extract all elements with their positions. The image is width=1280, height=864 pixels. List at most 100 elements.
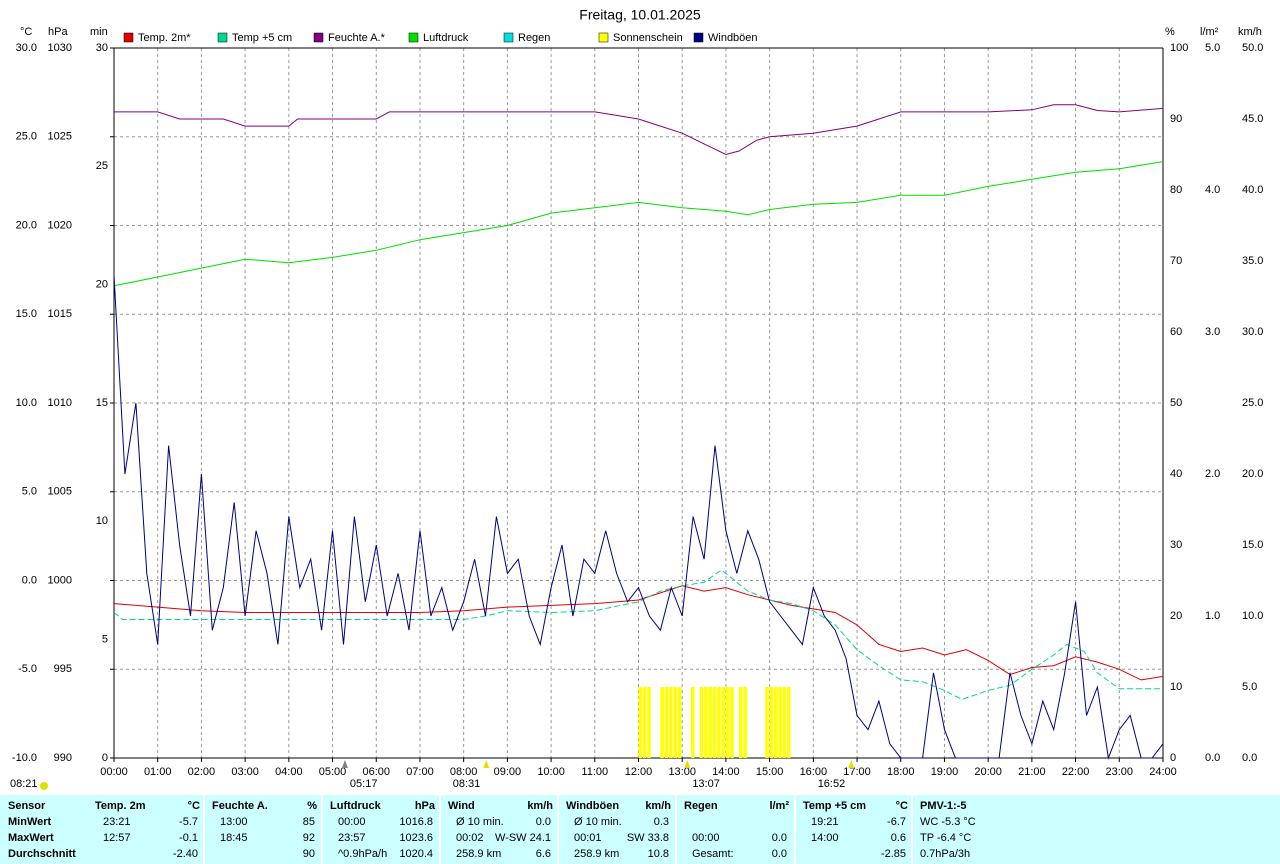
y-tick-label: 50.0: [1242, 42, 1263, 54]
stats-row-label: MaxWert: [8, 832, 54, 844]
x-tick-label: 22:00: [1062, 766, 1090, 778]
stats-cell: 1020.4: [399, 848, 433, 860]
y-tick-label: 995: [54, 663, 72, 675]
stats-cell: -0.1: [179, 832, 198, 844]
sunshine-bar: [721, 687, 726, 758]
y-tick-label: 5.0: [1205, 42, 1220, 54]
y-tick-label: -10.0: [12, 752, 37, 764]
x-tick-label: 17:00: [843, 766, 871, 778]
sunshine-bar: [642, 687, 647, 758]
sunshine-bar: [773, 687, 778, 758]
sunshine-bar: [704, 687, 708, 758]
stats-cell: 00:01: [574, 832, 602, 844]
stats-col-name: Feuchte A.: [212, 800, 268, 812]
stats-cell: 258.9 km: [574, 848, 619, 860]
stats-row-label: Durchschnitt: [8, 848, 76, 860]
x-tick-label: 03:00: [231, 766, 259, 778]
y-tick-label: 0: [1170, 752, 1176, 764]
y-tick-label: 10: [96, 515, 108, 527]
x-tick-label: 05:00: [319, 766, 347, 778]
y-tick-label: 0.0: [1205, 752, 1220, 764]
y-tick-label: 10.0: [1242, 610, 1263, 622]
sunshine-bar: [717, 687, 721, 758]
stats-cell: 258.9 km: [456, 848, 501, 860]
x-tick-label: 18:00: [887, 766, 915, 778]
stats-header: Sensor: [8, 800, 46, 812]
sunshine-bar: [669, 687, 673, 758]
stats-cell: 00:02: [456, 832, 484, 844]
stats-panel: [0, 795, 1280, 864]
sunshine-bar: [647, 687, 651, 758]
stats-cell: Gesamt:: [692, 848, 734, 860]
legend-swatch: [693, 32, 704, 43]
stats-cell: 1016.8: [399, 816, 433, 828]
stats-cell: SW 33.8: [627, 832, 669, 844]
stats-cell: 19:21: [811, 816, 839, 828]
y-tick-label: 25: [96, 160, 108, 172]
series-line: [113, 275, 1164, 760]
sunshine-bar: [677, 687, 682, 758]
stats-cell: 13:00: [220, 816, 248, 828]
stats-col-name: Luftdruck: [330, 800, 382, 812]
stats-row-label: MinWert: [8, 816, 52, 828]
x-tick-label: 10:00: [537, 766, 565, 778]
x-tick-label: 16:00: [800, 766, 828, 778]
sunshine-bar: [725, 687, 730, 758]
x-tick-label: 14:00: [712, 766, 740, 778]
y-tick-label: 5.0: [1242, 681, 1257, 693]
stats-cell: 00:00: [338, 816, 366, 828]
sunshine-bar: [769, 687, 774, 758]
legend-swatch: [313, 32, 324, 43]
stats-col-name: PMV-1:-5: [920, 800, 966, 812]
stats-cell: 10.8: [648, 848, 669, 860]
x-tick-label: 07:00: [406, 766, 434, 778]
y-tick-label: 80: [1170, 184, 1182, 196]
sunshine-bar: [765, 687, 769, 758]
y-tick-label: -5.0: [18, 663, 37, 675]
x-tick-label: 08:00: [450, 766, 478, 778]
annotation-marker: [848, 760, 855, 768]
x-tick-label: 00:00: [100, 766, 128, 778]
y-tick-label: 30.0: [16, 42, 37, 54]
legend-swatch: [598, 32, 609, 43]
y-tick-label: 1020: [48, 219, 72, 231]
sunshine-bar: [708, 687, 712, 758]
sunshine-bar: [730, 687, 734, 758]
x-tick-label: 01:00: [144, 766, 172, 778]
stats-col-unit: hPa: [415, 800, 436, 812]
y-tick-label: 1000: [48, 574, 72, 586]
stats-cell: 12:57: [103, 832, 131, 844]
y-tick-label: 3.0: [1205, 326, 1220, 338]
y-tick-label: 15: [96, 397, 108, 409]
axis-unit: hPa: [48, 26, 68, 38]
axis-unit: km/h: [1238, 26, 1262, 38]
legend-label: Windböen: [708, 32, 758, 44]
stats-col-unit: km/h: [527, 800, 553, 812]
x-tick-label: 11:00: [581, 766, 608, 778]
legend-swatch: [217, 32, 228, 43]
axis-unit: l/m²: [1200, 26, 1219, 38]
stats-cell: ^0.9hPa/h: [338, 848, 387, 860]
y-tick-label: 0.0: [22, 574, 37, 586]
axis-unit: min: [90, 26, 108, 38]
y-tick-label: 25.0: [16, 131, 37, 143]
y-tick-label: 50: [1170, 397, 1182, 409]
y-tick-label: 10.0: [16, 397, 37, 409]
stats-cell: -5.7: [179, 816, 198, 828]
stats-cell: WC -5.3 °C: [920, 816, 976, 828]
stats-cell: -2.40: [173, 848, 198, 860]
y-tick-label: 1030: [48, 42, 72, 54]
stats-col-unit: °C: [188, 800, 200, 812]
stats-cell: -2.85: [881, 848, 906, 860]
stats-col-name: Windböen: [566, 800, 619, 812]
axis-unit: %: [1165, 26, 1175, 38]
y-tick-label: 1010: [48, 397, 72, 409]
annotation-marker: [341, 760, 348, 768]
axis-unit: °C: [20, 26, 32, 38]
x-tick-label: 15:00: [756, 766, 784, 778]
stats-col-name: Wind: [448, 800, 475, 812]
legend-label: Temp +5 cm: [232, 32, 292, 44]
x-tick-label: 24:00: [1149, 766, 1177, 778]
x-tick-label: 06:00: [362, 766, 390, 778]
stats-cell: 14:00: [811, 832, 839, 844]
